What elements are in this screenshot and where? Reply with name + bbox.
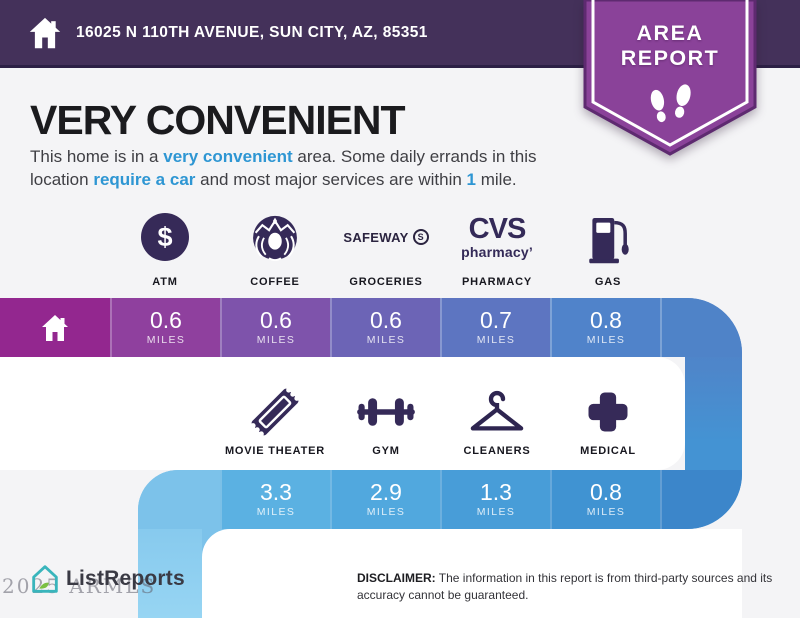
page-title: VERY CONVENIENT <box>30 97 406 143</box>
ribbon-title: AREA REPORT <box>583 21 757 72</box>
distance-value: 0.6 <box>260 307 292 334</box>
movie-ticket-icon <box>250 387 300 437</box>
amenity-movie-theater: MOVIE THEATER <box>220 383 330 459</box>
summary-highlight: 1 <box>466 169 477 189</box>
distance-value: 0.8 <box>590 307 622 334</box>
ribbon-banner-shape <box>583 0 757 156</box>
amenity-atm: $ ATM <box>110 204 220 294</box>
distance-unit: MILES <box>366 506 406 519</box>
distance-bar-row1: 0.6 MILES 0.6 MILES 0.6 MILES 0.7 MILES … <box>0 298 742 357</box>
distance-unit: MILES <box>256 506 296 519</box>
summary-paragraph: This home is in a very convenient area. … <box>30 146 578 191</box>
distance-value: 0.6 <box>150 307 182 334</box>
summary-text: and most major services are within <box>195 169 467 189</box>
amenity-pharmacy: CVS pharmacy’ PHARMACY <box>442 204 552 294</box>
bar2-curve-start <box>138 470 220 529</box>
medical-cross-icon <box>588 392 628 432</box>
amenity-coffee: COFFEE <box>220 204 330 294</box>
distance-value: 0.7 <box>480 307 512 334</box>
cvs-logo: CVS pharmacy’ <box>461 213 533 260</box>
distance-unit: MILES <box>256 334 296 347</box>
area-report-ribbon: AREA REPORT <box>583 0 757 162</box>
summary-text: mile. <box>476 169 517 189</box>
listreports-house-icon <box>32 565 58 593</box>
distance-cell: 1.3 MILES <box>440 470 550 529</box>
amenity-label: GAS <box>594 276 622 288</box>
clothes-hanger-icon <box>470 390 524 431</box>
distance-unit: MILES <box>366 334 406 347</box>
summary-highlight: very convenient <box>163 147 293 166</box>
gas-pump-icon <box>589 217 629 263</box>
cvs-pharmacy-wordmark: pharmacy’ <box>461 244 533 260</box>
distance-value: 3.3 <box>260 479 292 506</box>
safeway-wordmark: SAFEWAY <box>343 229 409 245</box>
footprints-icon <box>650 84 691 123</box>
distance-cell: 0.6 MILES <box>220 298 330 357</box>
distance-unit: MILES <box>146 334 186 347</box>
dumbbell-icon <box>357 398 415 426</box>
amenity-gym: GYM <box>331 383 441 459</box>
distance-band-top: 0.6 MILES 0.6 MILES 0.6 MILES 0.7 MILES … <box>0 298 742 529</box>
safeway-s-mark: S <box>412 229 429 245</box>
armls-watermark: 2025 ARMLS <box>2 574 157 598</box>
disclaimer: DISCLAIMER: The information in this repo… <box>357 570 779 605</box>
distance-value: 1.3 <box>480 479 512 506</box>
home-icon <box>29 17 61 48</box>
amenity-label: GYM <box>372 445 400 457</box>
distance-cell: 0.7 MILES <box>440 298 550 357</box>
ribbon-line1: AREA <box>636 21 704 45</box>
footer-white-panel <box>202 529 742 618</box>
amenity-label: MEDICAL <box>580 445 636 457</box>
distance-cell: 0.6 MILES <box>110 298 220 357</box>
amenity-medical: MEDICAL <box>553 383 663 459</box>
distance-cell: 2.9 MILES <box>330 470 440 529</box>
property-address: 16025 N 110TH AVENUE, SUN CITY, AZ, 8535… <box>76 23 428 41</box>
amenity-label: PHARMACY <box>462 276 532 288</box>
distance-value: 0.6 <box>370 307 402 334</box>
distance-unit: MILES <box>476 334 516 347</box>
listreports-logo: ListReports <box>28 562 185 596</box>
distance-value: 2.9 <box>370 479 402 506</box>
summary-text: area. Some daily errands in this locatio… <box>30 147 537 189</box>
dollar-sign-icon: $ <box>141 213 189 261</box>
amenity-groceries: SAFEWAY S GROCERIES <box>331 204 441 294</box>
bar1-connector <box>660 298 742 357</box>
disclaimer-label: DISCLAIMER: <box>357 571 436 585</box>
amenity-label: CLEANERS <box>463 445 531 457</box>
amenity-label: ATM <box>152 276 178 288</box>
summary-highlight: require a car <box>93 169 196 189</box>
distance-unit: MILES <box>476 506 516 519</box>
distance-unit: MILES <box>586 506 626 519</box>
distance-cell: 0.6 MILES <box>330 298 440 357</box>
distance-cell: 0.8 MILES <box>550 298 660 357</box>
listreports-wordmark: ListReports <box>66 567 185 590</box>
amenity-label: MOVIE THEATER <box>224 445 326 457</box>
distance-unit: MILES <box>586 334 626 347</box>
amenity-label: COFFEE <box>250 276 300 288</box>
distance-value: 0.8 <box>590 479 622 506</box>
home-icon <box>42 314 68 341</box>
safeway-logo: SAFEWAY S <box>343 229 429 245</box>
starbucks-siren-icon <box>253 215 297 261</box>
distance-cell: 0.8 MILES <box>550 470 660 529</box>
amenity-label: GROCERIES <box>349 276 423 288</box>
bar-home-cell <box>0 298 110 357</box>
summary-text: This home is in a <box>30 147 164 166</box>
distance-bar-row2: 3.3 MILES 2.9 MILES 1.3 MILES 0.8 MILES <box>138 470 742 529</box>
inner-white-panel <box>0 357 685 470</box>
disclaimer-text: The information in this report is from t… <box>357 571 773 603</box>
amenity-gas: GAS <box>553 204 663 294</box>
cvs-wordmark: CVS <box>468 213 527 245</box>
amenity-cleaners: CLEANERS <box>442 383 552 459</box>
distance-cell: 3.3 MILES <box>220 470 330 529</box>
ribbon-line2: REPORT <box>620 46 720 71</box>
